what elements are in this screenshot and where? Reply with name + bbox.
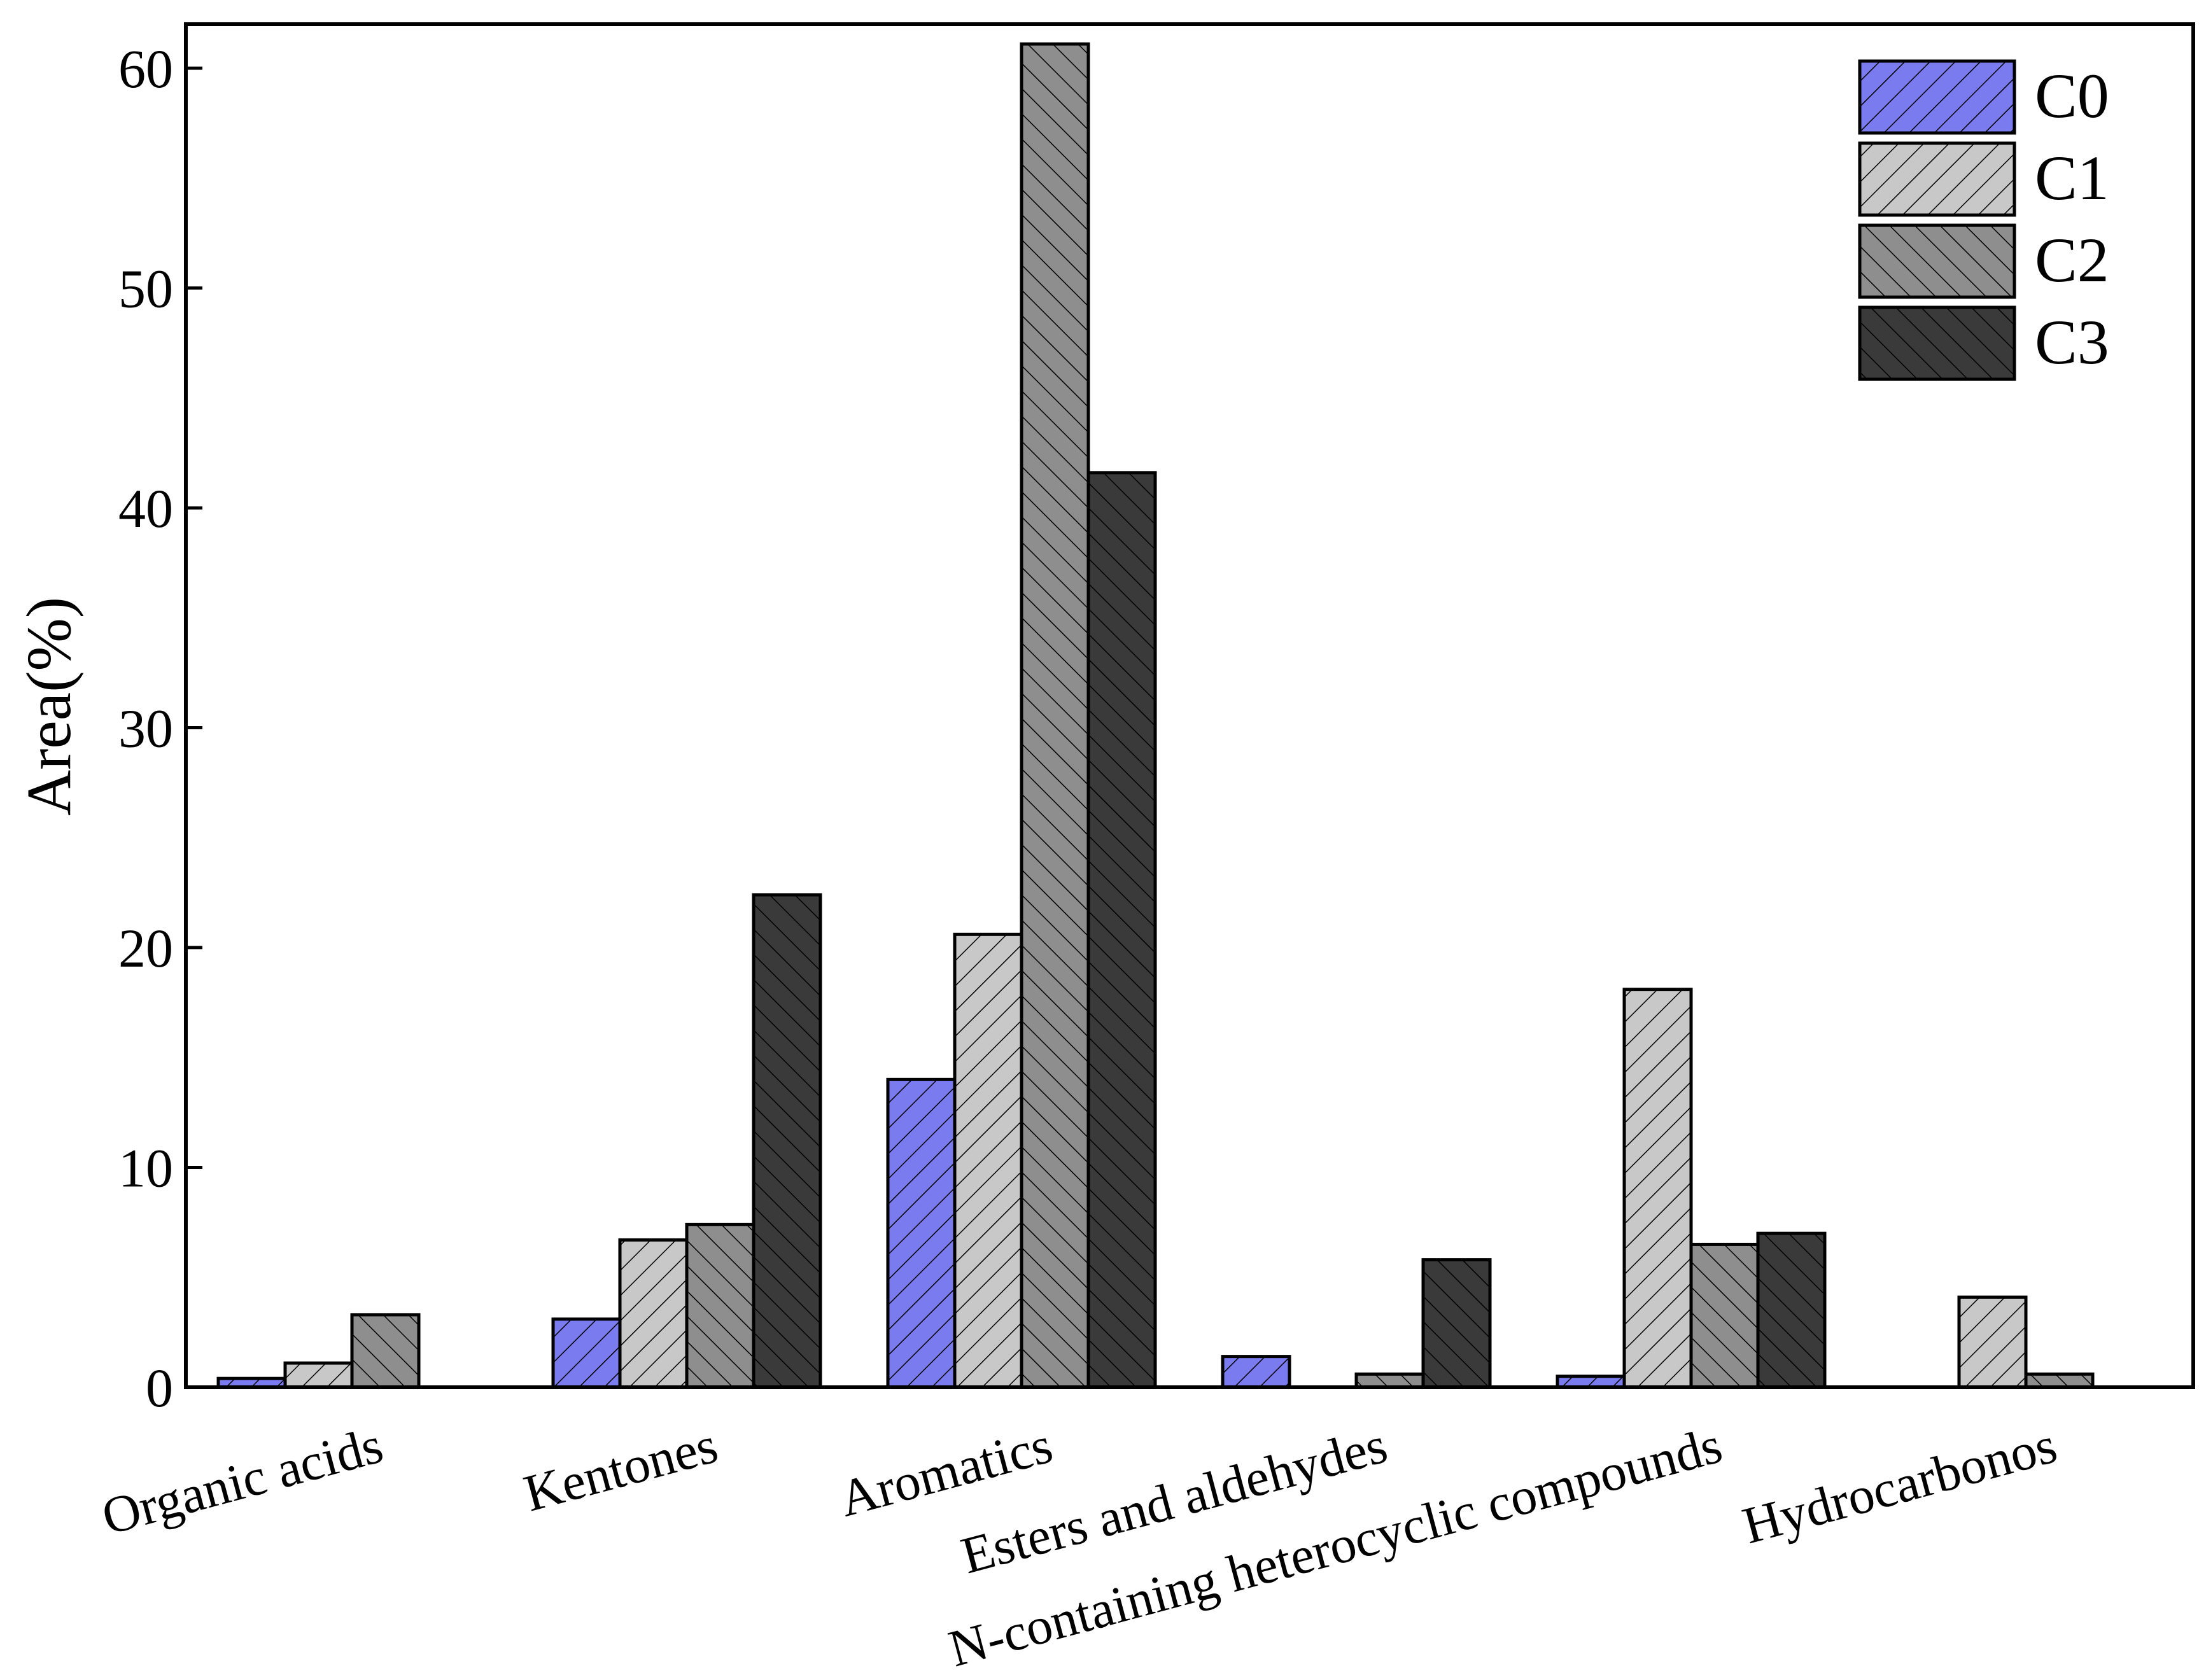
y-tick-label-30: 30 bbox=[118, 698, 173, 759]
legend: C0 C1 C2 C3 bbox=[1858, 59, 2109, 381]
x-tick-label-hydrocarbonos: Hydrocarbonos bbox=[1737, 1415, 2063, 1555]
bar-c3-aromatics bbox=[1086, 471, 1157, 1389]
x-tick-label-organic-acids: Organic acids bbox=[96, 1415, 389, 1546]
legend-item-c2: C2 bbox=[1858, 223, 2109, 299]
y-axis-label: Area(%) bbox=[13, 597, 84, 816]
plot-frame bbox=[184, 22, 2195, 1389]
legend-label-c2: C2 bbox=[2035, 225, 2109, 295]
y-tick-label-40: 40 bbox=[118, 478, 173, 539]
bar-c1-aromatics bbox=[953, 932, 1023, 1389]
bar-c2-n-containing-heterocyclic-compounds bbox=[1689, 1242, 1760, 1389]
bar-c2-kentones bbox=[685, 1222, 755, 1389]
bar-c1-organic-acids bbox=[283, 1361, 354, 1389]
bar-c0-kentones bbox=[551, 1317, 622, 1389]
bar-c1-kentones bbox=[618, 1238, 689, 1389]
bar-c1-hydrocarbonos bbox=[1957, 1295, 2028, 1389]
bar-c3-esters-and-aldehydes bbox=[1421, 1258, 1492, 1389]
y-tick-label-60: 60 bbox=[118, 38, 173, 99]
bar-c2-aromatics bbox=[1020, 42, 1090, 1389]
bar-c3-kentones bbox=[752, 893, 822, 1389]
y-tick-label-0: 0 bbox=[146, 1357, 173, 1418]
y-tick-label-50: 50 bbox=[118, 258, 173, 319]
bar-c3-n-containing-heterocyclic-compounds bbox=[1756, 1231, 1827, 1389]
y-axis: 0 10 20 30 40 50 60 bbox=[118, 38, 202, 1418]
bar-c2-organic-acids bbox=[350, 1313, 421, 1389]
bar-c2-hydrocarbonos bbox=[2024, 1372, 2095, 1389]
bar-c2-esters-and-aldehydes bbox=[1354, 1372, 1425, 1389]
legend-label-c3: C3 bbox=[2035, 307, 2109, 377]
legend-label-c0: C0 bbox=[2035, 60, 2109, 131]
legend-item-c1: C1 bbox=[1858, 141, 2109, 217]
legend-label-c1: C1 bbox=[2035, 143, 2109, 213]
bar-c0-esters-and-aldehydes bbox=[1221, 1355, 1291, 1389]
y-tick-label-20: 20 bbox=[118, 918, 173, 979]
y-tick-label-10: 10 bbox=[118, 1138, 173, 1199]
x-tick-label-kentones: Kentones bbox=[518, 1415, 724, 1522]
legend-item-c0: C0 bbox=[1858, 59, 2109, 135]
bars-layer bbox=[216, 42, 2095, 1389]
bar-c1-n-containing-heterocyclic-compounds bbox=[1622, 988, 1693, 1389]
legend-item-c3: C3 bbox=[1858, 305, 2109, 381]
bar-c0-aromatics bbox=[886, 1077, 957, 1389]
